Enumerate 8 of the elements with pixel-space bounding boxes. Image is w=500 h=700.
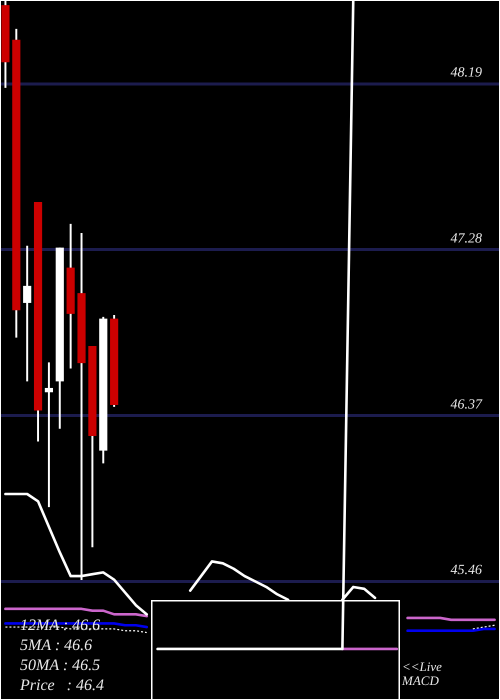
y-tick-label: 45.46 bbox=[450, 563, 482, 578]
y-tick-label: 48.19 bbox=[450, 66, 482, 81]
y-tick-label: 46.37 bbox=[450, 397, 483, 412]
y-tick-label: 47.28 bbox=[450, 231, 482, 246]
annotation: 5MA : 46.6 bbox=[20, 637, 92, 654]
annotation: <<Live MACD bbox=[401, 659, 442, 688]
annotation: 50MA : 46.5 bbox=[20, 657, 100, 674]
annotation: Price : 46.4 bbox=[19, 677, 104, 694]
